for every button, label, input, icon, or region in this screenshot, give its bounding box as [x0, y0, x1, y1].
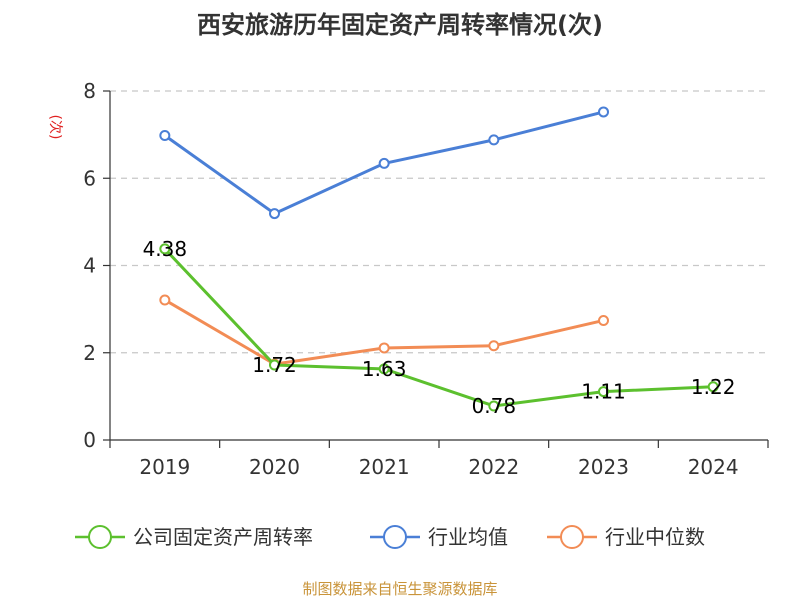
x-tick-label: 2023: [578, 455, 629, 479]
series-lines: [159, 106, 719, 412]
data-point: [707, 381, 719, 393]
data-point: [159, 129, 171, 141]
chart-title: 西安旅游历年固定资产周转率情况(次): [197, 11, 603, 39]
data-point: [488, 134, 500, 146]
data-point: [269, 208, 280, 220]
data-point: [269, 359, 280, 371]
legend-item-2: 行业中位数: [547, 525, 705, 549]
y-tick-label: 6: [83, 166, 96, 190]
data-point: [598, 386, 609, 398]
x-tick-label: 2022: [468, 455, 519, 479]
axes: 0 2 4 6 8 2019 2020 2021 2022 2023 2024: [83, 79, 769, 479]
legend-label: 行业均值: [428, 525, 508, 549]
legend-label: 公司固定资产周转率: [133, 525, 313, 549]
data-point: [159, 243, 171, 255]
y-tick-label: 4: [83, 254, 96, 278]
series-line: [163, 247, 714, 408]
data-point: [159, 294, 171, 306]
legend-marker: [383, 525, 407, 549]
data-point: [488, 400, 500, 412]
data-label: 0.78: [472, 394, 517, 418]
series-2: [159, 294, 609, 370]
data-label: 4.38: [143, 237, 188, 261]
series-0: [159, 243, 719, 412]
grid-lines: [110, 90, 768, 354]
data-point: [598, 314, 609, 326]
series-1: [159, 106, 609, 220]
x-tick-label: 2021: [359, 455, 410, 479]
data-point: [378, 157, 390, 169]
legend: 公司固定资产周转率 行业均值 行业中位数: [75, 525, 705, 549]
legend-marker: [560, 525, 584, 549]
y-tick-label: 2: [83, 341, 96, 365]
y-tick-label: 0: [83, 428, 96, 452]
data-point: [488, 340, 500, 352]
data-label: 1.72: [252, 353, 297, 377]
source-note: 制图数据来自恒生聚源数据库: [302, 580, 497, 598]
series-line: [164, 298, 604, 366]
data-point: [598, 106, 609, 118]
x-tick-label: 2024: [688, 455, 739, 479]
y-axis-label: (次): [47, 115, 63, 140]
data-label: 1.11: [581, 380, 626, 404]
x-tick-label: 2020: [249, 455, 300, 479]
y-tick-label: 8: [83, 79, 96, 103]
data-labels: 4.38 1.72 1.63 0.78 1.11 1.22: [143, 237, 736, 418]
data-label: 1.63: [362, 357, 407, 381]
legend-marker: [88, 525, 112, 549]
legend-item-1: 行业均值: [370, 525, 508, 549]
legend-label: 行业中位数: [605, 525, 705, 549]
data-point: [378, 363, 390, 375]
data-label: 1.22: [691, 375, 736, 399]
legend-item-0: 公司固定资产周转率: [75, 525, 313, 549]
data-point: [378, 342, 390, 354]
x-tick-label: 2019: [139, 455, 190, 479]
